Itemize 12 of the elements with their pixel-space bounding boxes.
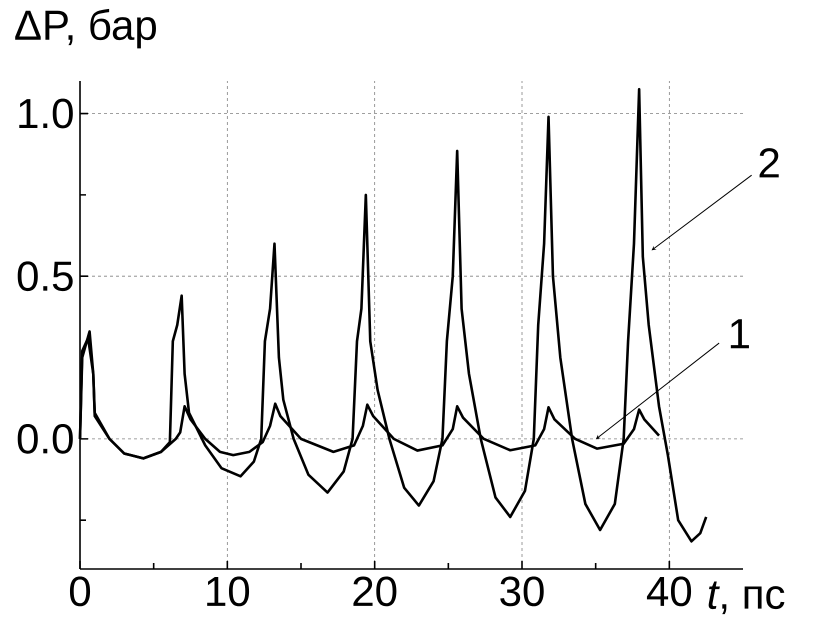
text: 2 xyxy=(760,148,779,178)
y-axis-title: ΔP, бар xyxy=(15,8,156,48)
x-tick-label: 40 xyxy=(646,576,692,606)
x-tick-label: 20 xyxy=(353,576,396,606)
annotation: 1 xyxy=(730,319,749,348)
y-tick-label: 1.0 xyxy=(19,98,73,128)
x-axis-title: t, пс xyxy=(708,582,784,614)
y-tick-label: 0.5 xyxy=(18,261,73,292)
x-tick-label: 30 xyxy=(500,576,544,606)
y-tick-label: 0.0 xyxy=(18,424,73,454)
x-tick-label: 10 xyxy=(207,576,250,606)
x-tick-label: 0 xyxy=(70,576,90,606)
